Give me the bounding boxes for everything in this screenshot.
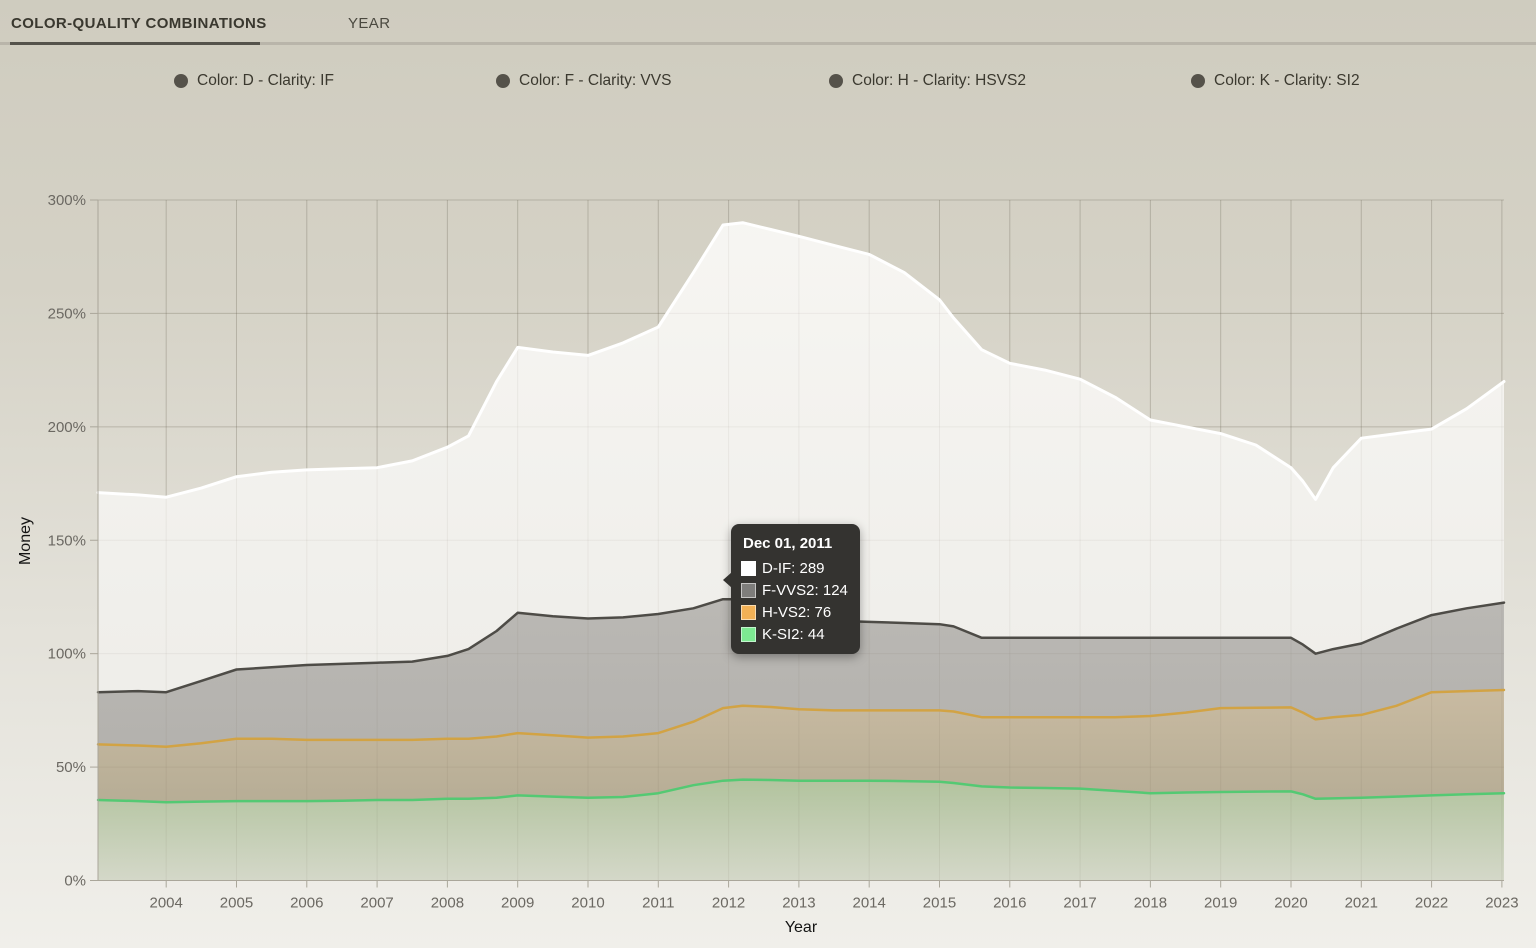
x-tick-label: 2010 — [571, 895, 604, 912]
series-area-f-vvs2 — [98, 599, 1504, 747]
x-tick-label: 2009 — [501, 895, 534, 912]
x-tick-label: 2023 — [1485, 895, 1518, 912]
tooltip-title: Dec 01, 2011 — [743, 535, 833, 552]
tooltip-row-label: H-VS2: 76 — [762, 604, 832, 621]
y-axis-title: Money — [17, 516, 34, 566]
y-tick-label: 200% — [48, 419, 86, 436]
x-tick-label: 2007 — [360, 895, 393, 912]
x-tick-label: 2019 — [1204, 895, 1237, 912]
series-line-h-vs2 — [96, 688, 1506, 748]
x-tick-label: 2015 — [923, 895, 956, 912]
series-area-h-vs2 — [98, 690, 1504, 803]
legend-label: Color: D - Clarity: IF — [197, 72, 334, 89]
tab-color-quality-combinations[interactable]: COLOR-QUALITY COMBINATIONS — [11, 15, 267, 32]
axes — [90, 199, 1504, 888]
x-tick-label: 2011 — [642, 895, 674, 912]
x-tick-label: 2021 — [1345, 895, 1378, 912]
legend-label: Color: H - Clarity: HSVS2 — [852, 72, 1026, 89]
legend-dot-icon — [496, 74, 510, 88]
tooltip-row-label: D-IF: 289 — [762, 560, 825, 577]
x-tick-label: 2022 — [1415, 895, 1448, 912]
x-tick-label: 2016 — [993, 895, 1026, 912]
legend-dot-icon — [174, 74, 188, 88]
tooltip-row: F-VVS2: 124 — [741, 582, 848, 599]
series-area-k-si2 — [98, 779, 1504, 881]
x-tick-label: 2004 — [150, 895, 183, 912]
x-tick-label: 2008 — [431, 895, 464, 912]
y-tick-label: 100% — [48, 646, 86, 663]
legend-item-d-if[interactable]: Color: D - Clarity: IF — [174, 72, 334, 90]
tooltip-row: K-SI2: 44 — [741, 626, 848, 643]
legend-label: Color: F - Clarity: VVS — [519, 72, 672, 89]
gridlines-overlay — [98, 199, 1504, 881]
y-tick-label: 0% — [64, 873, 86, 890]
x-tick-label: 2013 — [782, 895, 815, 912]
legend-item-f-vvs[interactable]: Color: F - Clarity: VVS — [496, 72, 671, 90]
series-swatch-icon — [741, 605, 756, 620]
x-tick-label: 2006 — [290, 895, 323, 912]
legend-item-k-si2[interactable]: Color: K - Clarity: SI2 — [1191, 72, 1360, 90]
y-tick-label: 250% — [48, 305, 86, 322]
x-axis-title: Year — [784, 919, 818, 936]
x-tick-label: 2017 — [1063, 895, 1096, 912]
active-tab-indicator — [10, 42, 260, 45]
series-swatch-icon — [741, 561, 756, 576]
tooltip-row-label: F-VVS2: 124 — [762, 582, 848, 599]
series-area-d-if — [98, 222, 1504, 693]
series-line-k-si2 — [96, 778, 1506, 804]
series-swatch-icon — [741, 583, 756, 598]
series-line-d-if — [96, 221, 1506, 501]
x-tick-label: 2018 — [1134, 895, 1167, 912]
legend-item-h-hsvs2[interactable]: Color: H - Clarity: HSVS2 — [829, 72, 1026, 90]
tab-bar: COLOR-QUALITY COMBINATIONS YEAR — [0, 0, 1536, 48]
x-tick-label: 2020 — [1274, 895, 1307, 912]
tooltip-row: H-VS2: 76 — [741, 604, 848, 621]
tooltip-row: D-IF: 289 — [741, 560, 848, 577]
legend-label: Color: K - Clarity: SI2 — [1214, 72, 1360, 89]
tab-year[interactable]: YEAR — [348, 15, 391, 32]
legend: Color: D - Clarity: IF Color: F - Clarit… — [0, 72, 1536, 92]
legend-dot-icon — [829, 74, 843, 88]
x-tick-label: 2005 — [220, 895, 253, 912]
tab-underline-track — [0, 42, 1536, 45]
tooltip: Dec 01, 2011 D-IF: 289 F-VVS2: 124 H-VS2… — [723, 524, 860, 654]
tooltip-arrow-icon — [723, 572, 732, 588]
x-tick-label: 2014 — [853, 895, 886, 912]
series-swatch-icon — [741, 627, 756, 642]
x-tick-label: 2012 — [712, 895, 745, 912]
y-tick-label: 50% — [56, 759, 86, 776]
y-tick-label: 300% — [48, 192, 86, 209]
tooltip-row-label: K-SI2: 44 — [762, 626, 825, 643]
y-tick-label: 150% — [48, 532, 86, 549]
legend-dot-icon — [1191, 74, 1205, 88]
